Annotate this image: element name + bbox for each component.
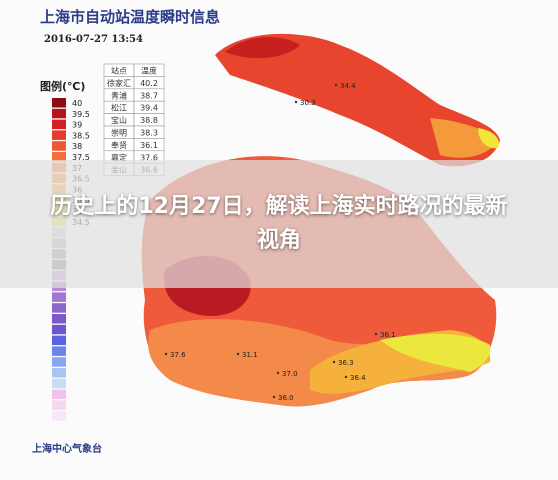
- station-temp: 34.4: [340, 82, 356, 90]
- station-temp: 31.1: [242, 351, 258, 359]
- legend-label: 40: [72, 99, 82, 108]
- banner: 历史上的12月27日，解读上海实时路况的最新视角: [0, 160, 558, 288]
- table-cell-text: 松江: [111, 103, 127, 113]
- legend-swatch: [52, 378, 66, 389]
- legend-label: 38.5: [72, 131, 90, 140]
- table-cell-text: 嘉定: [111, 152, 127, 162]
- legend-swatch: [52, 411, 66, 421]
- cool-zone: [478, 128, 499, 149]
- legend-swatch: [52, 389, 66, 400]
- station-dot: [334, 83, 338, 87]
- table-cell-text: 38.3: [140, 129, 158, 138]
- station-temp: 36.1: [380, 331, 396, 339]
- banner-title: 历史上的12月27日，解读上海实时路况的最新视角: [50, 194, 508, 253]
- legend-swatch: [52, 303, 66, 313]
- table-cell-text: 奉贤: [111, 140, 127, 150]
- legend-title: 图例(℃): [40, 79, 85, 93]
- legend-swatch: [52, 119, 66, 130]
- hot-zone: [225, 36, 300, 59]
- station-dot: [272, 395, 276, 399]
- map-labels: 34.4 30.3 36.1 36.3 37.6 31.1 37.0 36.0 36.4: [164, 82, 396, 402]
- legend-swatch: [52, 335, 66, 346]
- page-title: 上海市自动站温度瞬时信息: [40, 8, 220, 26]
- legend-swatch: [52, 324, 66, 335]
- station-dot: [332, 360, 336, 364]
- legend-swatch: [52, 152, 66, 162]
- table-header: 温度: [141, 66, 157, 76]
- table-cell-text: 青浦: [111, 90, 127, 100]
- legend-label: 37.5: [72, 153, 90, 162]
- station-dot: [236, 352, 240, 356]
- station-dot: [374, 332, 378, 336]
- table-cell-text: 38.7: [140, 91, 158, 100]
- station-temp: 36.0: [278, 394, 294, 402]
- timestamp: 2016-07-27 13:54: [44, 34, 143, 45]
- station-temp: 36.3: [338, 359, 354, 367]
- station-temp: 30.3: [300, 99, 316, 107]
- legend-label: 39: [72, 121, 82, 130]
- station-dot: [294, 100, 298, 104]
- legend-swatch: [52, 141, 66, 151]
- station-temp: 37.0: [282, 370, 298, 378]
- table-cell-text: 37.6: [140, 153, 158, 162]
- table-cell-text: 宝山: [111, 115, 127, 125]
- warm-zone: [148, 319, 485, 407]
- legend-swatch: [52, 130, 66, 140]
- legend-swatch: [52, 346, 66, 356]
- station-temp: 36.4: [350, 374, 366, 382]
- table-cell-text: 40.2: [140, 79, 158, 88]
- table-cell-text: 崇明: [111, 129, 127, 138]
- station-temp: 37.6: [170, 351, 186, 359]
- footer-source: 上海中心气象台: [32, 442, 102, 455]
- legend-swatch: [52, 400, 66, 410]
- island: [215, 33, 500, 167]
- station-dot: [276, 371, 280, 375]
- legend-swatch: [52, 314, 66, 324]
- table-cell-text: 38.8: [140, 116, 158, 125]
- table-header: 站点: [111, 66, 127, 76]
- legend-label: 38: [72, 142, 82, 151]
- legend-swatch: [52, 357, 66, 367]
- table-cell-text: 39.4: [140, 104, 158, 113]
- legend-swatch: [52, 108, 66, 119]
- warm-zone: [430, 118, 498, 158]
- legend-swatch: [52, 292, 66, 302]
- table-cell-text: 36.1: [140, 141, 158, 150]
- legend-swatch: [52, 98, 66, 108]
- station-dot: [164, 352, 168, 356]
- legend-swatch: [52, 368, 66, 378]
- legend-label: 39.5: [72, 110, 90, 119]
- station-dot: [344, 375, 348, 379]
- cool-zone: [380, 333, 491, 372]
- table-cell-text: 徐家汇: [107, 78, 131, 88]
